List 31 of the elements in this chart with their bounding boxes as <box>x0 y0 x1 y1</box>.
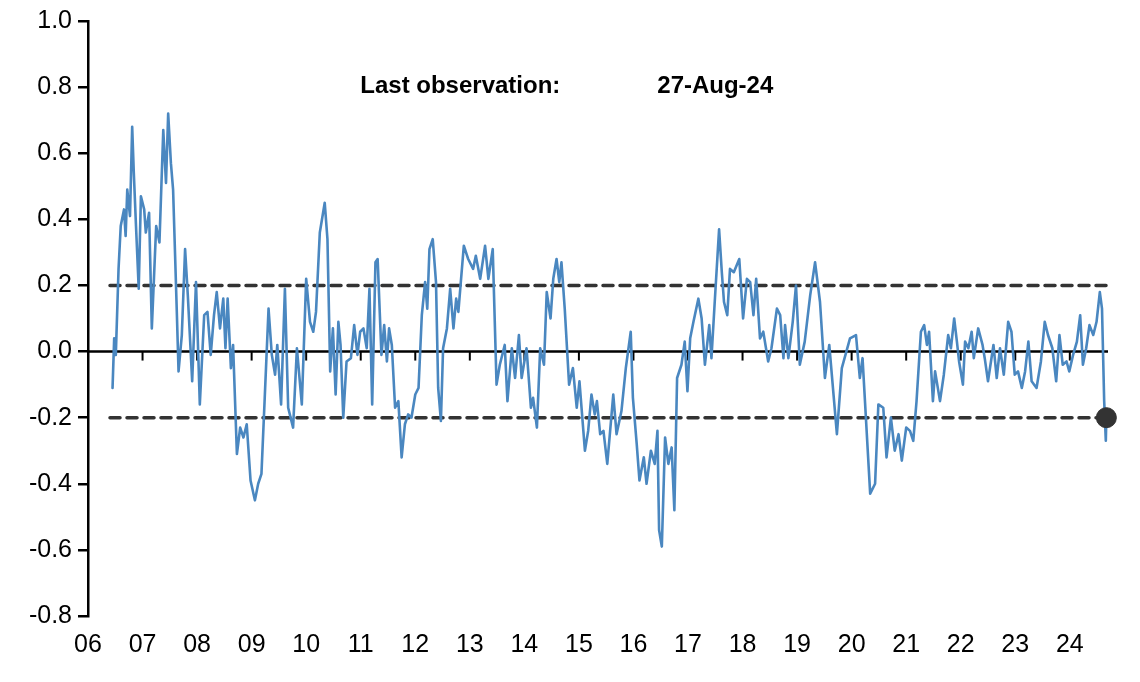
y-tick-label: -0.4 <box>28 467 73 496</box>
y-tick-label: 0.0 <box>37 335 72 364</box>
x-tick-label: 17 <box>674 628 702 657</box>
y-tick-label: 0.8 <box>37 71 72 99</box>
y-tick-label: 1.0 <box>37 4 72 33</box>
y-tick-label: 0.4 <box>37 203 73 232</box>
y-tick-label: 0.2 <box>37 269 72 298</box>
x-tick-label: 07 <box>128 628 157 657</box>
annotation: 27-Aug-24 <box>657 71 774 99</box>
x-tick-label: 14 <box>510 628 539 657</box>
annotation: Last observation: <box>360 71 561 99</box>
x-tick-label: 19 <box>783 628 811 657</box>
x-tick-label: 13 <box>455 628 484 657</box>
x-tick-label: 10 <box>292 628 321 657</box>
y-tick-label: -0.2 <box>28 401 72 430</box>
x-tick-label: 22 <box>946 628 975 657</box>
x-tick-label: 24 <box>1055 628 1084 657</box>
x-tick-label: 21 <box>892 628 921 657</box>
x-tick-label: 16 <box>619 628 648 657</box>
x-tick-label: 18 <box>728 628 757 657</box>
x-tick-label: 08 <box>183 628 211 657</box>
x-tick-label: 09 <box>237 628 266 657</box>
x-tick-label: 11 <box>347 628 374 657</box>
x-tick-label: 06 <box>74 628 102 657</box>
x-tick-label: 12 <box>401 628 430 657</box>
x-tick-label: 20 <box>837 628 866 657</box>
y-tick-label: 0.6 <box>37 137 72 166</box>
y-tick-label: -0.8 <box>28 599 72 628</box>
x-tick-label: 15 <box>565 628 593 657</box>
x-tick-label: 23 <box>1001 628 1030 657</box>
y-tick-label: -0.6 <box>28 533 72 562</box>
